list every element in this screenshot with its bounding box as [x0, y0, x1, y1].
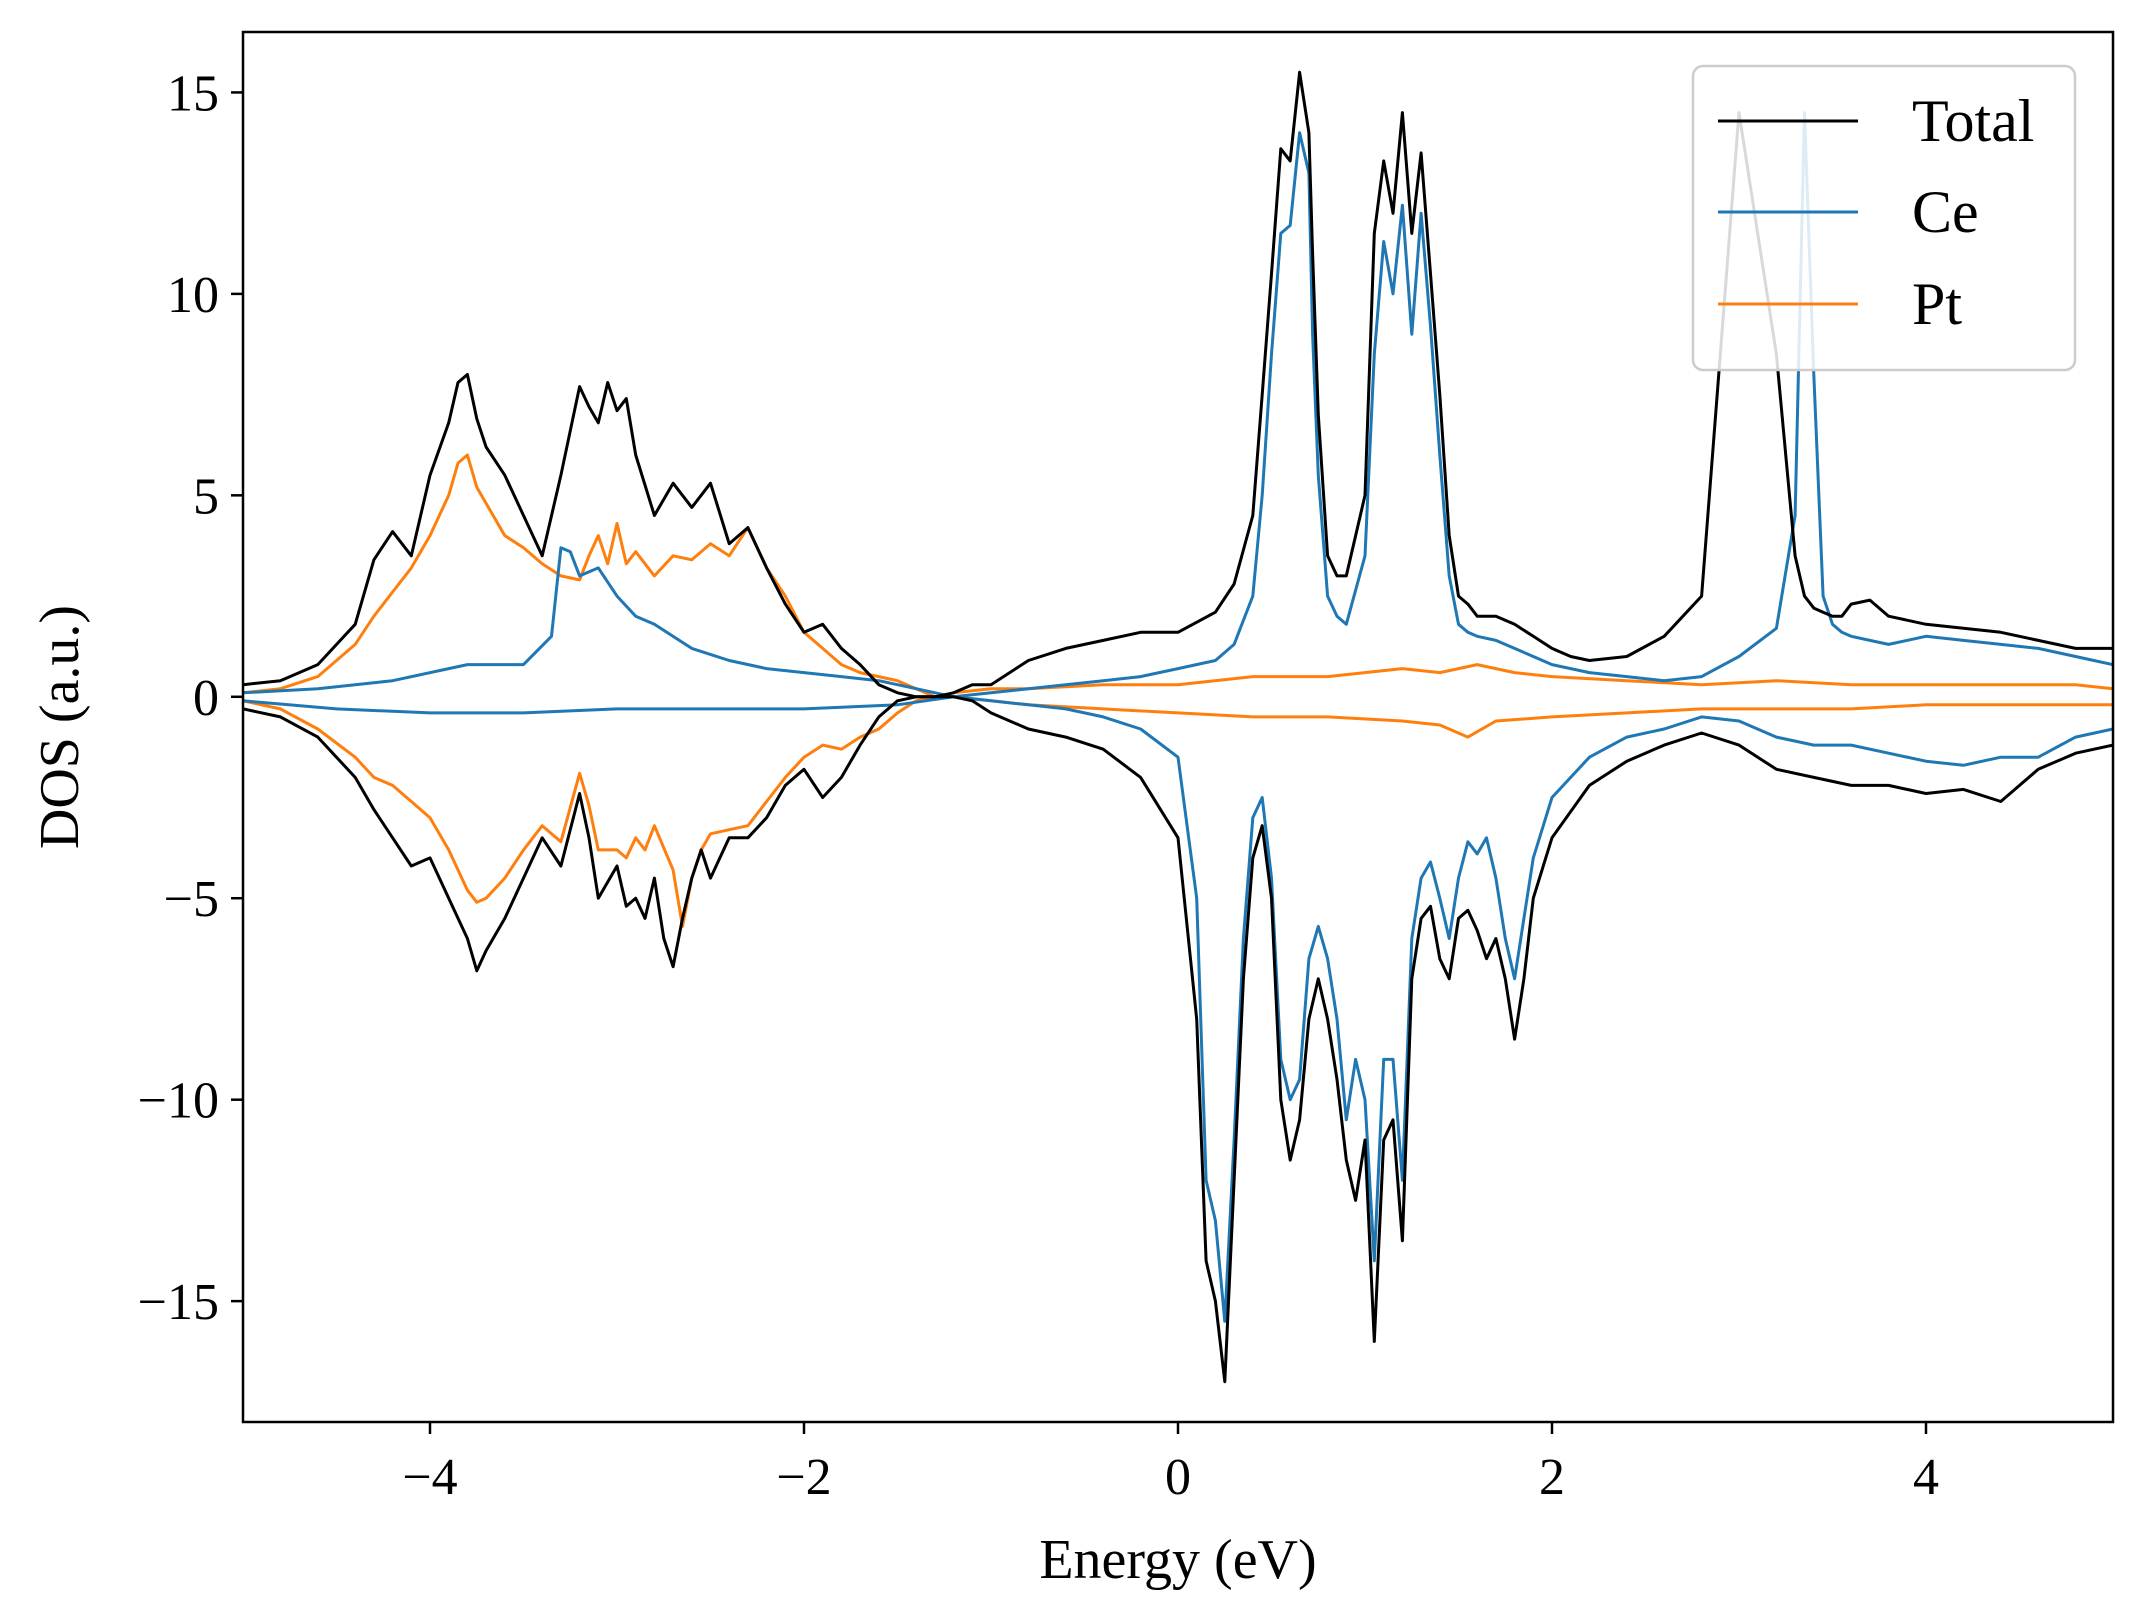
- legend-box: [1691, 64, 2077, 372]
- x-tick-label: 2: [1539, 1449, 1565, 1506]
- series-line-total-spin-down: [243, 695, 2113, 1384]
- series-line-ce-spin-down: [243, 695, 2113, 1323]
- y-tick-label: −5: [164, 871, 219, 928]
- series-line-pt-spin-up: [243, 453, 2113, 699]
- legend: Total Ce Pt: [1691, 64, 2077, 372]
- x-tick-label: 4: [1913, 1449, 1939, 1506]
- x-tick-label: 0: [1165, 1449, 1191, 1506]
- y-axis: 15 10 5 0 −5 −10 −15: [138, 65, 243, 1331]
- series-lines: [243, 70, 2113, 1384]
- y-tick-label: 10: [167, 267, 219, 324]
- y-tick-label: 0: [193, 670, 219, 727]
- x-tick-label: −2: [776, 1449, 831, 1506]
- x-axis: −4 −2 0 2 4: [402, 1422, 1939, 1506]
- y-tick-label: 5: [193, 468, 219, 525]
- legend-label-ce: Ce: [1912, 179, 1979, 245]
- series-line-pt-spin-down: [243, 695, 2113, 928]
- y-tick-label: 15: [167, 65, 219, 122]
- x-axis-label: Energy (eV): [1039, 1529, 1316, 1591]
- x-tick-label: −4: [402, 1449, 457, 1506]
- series-line-total-spin-up: [243, 70, 2113, 699]
- y-tick-label: −15: [138, 1274, 219, 1331]
- y-tick-label: −10: [138, 1073, 219, 1130]
- legend-label-pt: Pt: [1912, 271, 1962, 337]
- legend-label-total: Total: [1912, 88, 2034, 154]
- y-axis-label: DOS (a.u.): [29, 605, 91, 849]
